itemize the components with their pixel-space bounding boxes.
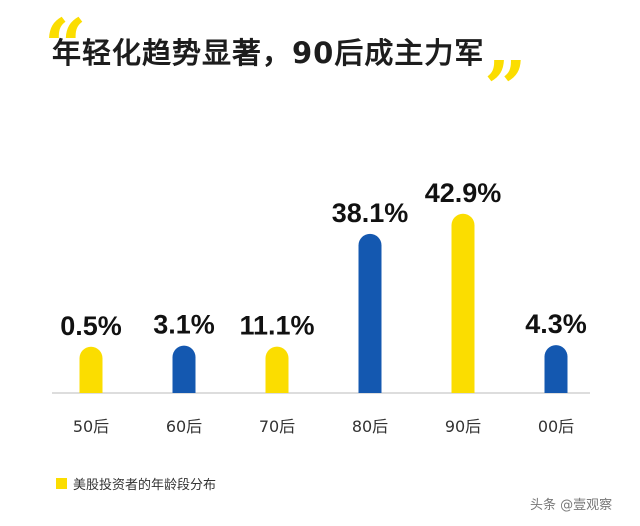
tick-label-60后: 60后 — [166, 417, 202, 436]
bar-base-70后 — [265, 381, 289, 393]
value-label-80后: 38.1% — [332, 198, 409, 228]
value-label-50后: 0.5% — [60, 311, 122, 341]
chart-title: 年轻化趋势显著，90后成主力军 — [52, 36, 485, 70]
bar-base-60后 — [172, 381, 196, 393]
bar-base-90后 — [451, 381, 475, 393]
bar-base-80后 — [358, 381, 382, 393]
value-label-90后: 42.9% — [425, 178, 502, 208]
tick-label-70后: 70后 — [259, 417, 295, 436]
close-quote-icon: ” — [484, 46, 527, 132]
bar-00后 — [544, 345, 568, 393]
open-quote-icon: “ — [44, 4, 87, 90]
legend-label: 美股投资者的年龄段分布 — [73, 478, 217, 493]
source-watermark: 头条 @壹观察 — [530, 498, 613, 513]
bar-70后 — [265, 346, 289, 393]
tick-labels-group: 50后 60后 70后 80后 90后 00后 — [73, 417, 574, 436]
legend-swatch — [56, 478, 67, 489]
value-label-60后: 3.1% — [153, 310, 215, 340]
tick-label-50后: 50后 — [73, 417, 109, 436]
bars-group — [79, 213, 568, 393]
value-labels-group: 0.5% 3.1% 11.1% 38.1% 42.9% 4.3% — [60, 178, 587, 341]
tick-label-00后: 00后 — [538, 417, 574, 436]
tick-label-90后: 90后 — [445, 417, 481, 436]
bar-90后 — [451, 213, 475, 393]
legend: 美股投资者的年龄段分布 — [56, 474, 216, 493]
tick-label-80后: 80后 — [352, 417, 388, 436]
bar-60后 — [172, 345, 196, 393]
bar-base-50后 — [79, 381, 103, 393]
bar-80后 — [358, 233, 382, 393]
bar-base-00后 — [544, 381, 568, 393]
value-label-70后: 11.1% — [239, 311, 314, 341]
value-label-00后: 4.3% — [525, 309, 587, 339]
bar-50后 — [79, 346, 103, 393]
